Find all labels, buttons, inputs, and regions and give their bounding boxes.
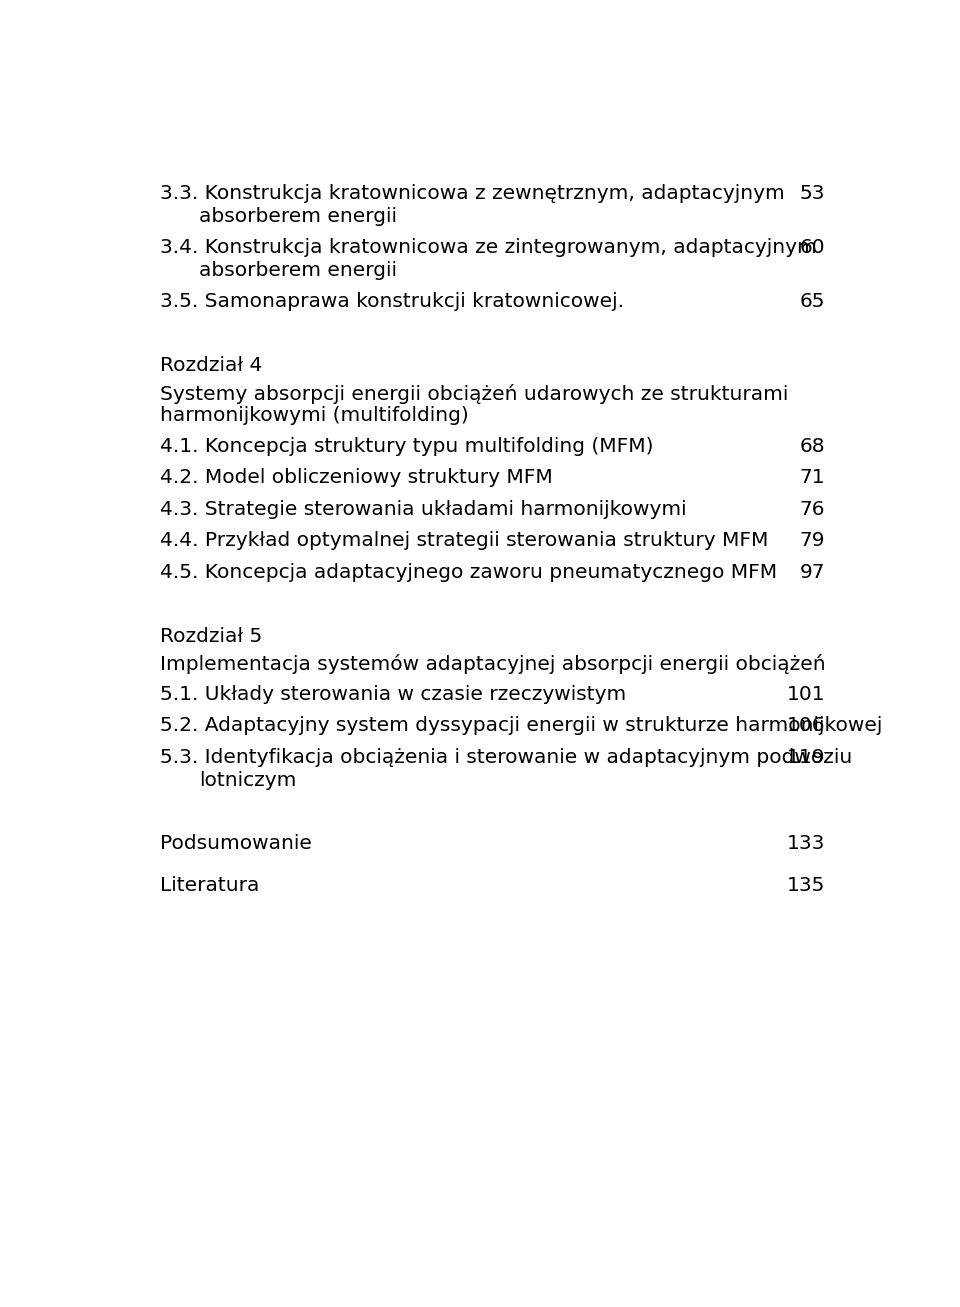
Text: 4.4. Przykład optymalnej strategii sterowania struktury MFM: 4.4. Przykład optymalnej strategii stero… (160, 532, 769, 550)
Text: Literatura: Literatura (160, 877, 259, 895)
Text: 4.1. Koncepcja struktury typu multifolding (MFM): 4.1. Koncepcja struktury typu multifoldi… (160, 437, 654, 456)
Text: 3.5. Samonaprawa konstrukcji kratownicowej.: 3.5. Samonaprawa konstrukcji kratownicow… (160, 293, 624, 311)
Text: lotniczym: lotniczym (199, 771, 297, 789)
Text: 68: 68 (800, 437, 826, 456)
Text: Podsumowanie: Podsumowanie (160, 834, 312, 853)
Text: 4.3. Strategie sterowania układami harmonijkowymi: 4.3. Strategie sterowania układami harmo… (160, 499, 687, 519)
Text: 5.2. Adaptacyjny system dyssypacji energii w strukturze harmonijkowej: 5.2. Adaptacyjny system dyssypacji energ… (160, 716, 882, 736)
Text: 4.2. Model obliczeniowy struktury MFM: 4.2. Model obliczeniowy struktury MFM (160, 468, 553, 488)
Text: 4.5. Koncepcja adaptacyjnego zaworu pneumatycznego MFM: 4.5. Koncepcja adaptacyjnego zaworu pneu… (160, 563, 778, 582)
Text: absorberem energii: absorberem energii (199, 261, 397, 280)
Text: absorberem energii: absorberem energii (199, 207, 397, 226)
Text: 79: 79 (800, 532, 826, 550)
Text: 5.1. Układy sterowania w czasie rzeczywistym: 5.1. Układy sterowania w czasie rzeczywi… (160, 685, 627, 703)
Text: 119: 119 (787, 748, 826, 767)
Text: 65: 65 (800, 293, 826, 311)
Text: 3.4. Konstrukcja kratownicowa ze zintegrowanym, adaptacyjnym: 3.4. Konstrukcja kratownicowa ze zintegr… (160, 238, 817, 257)
Text: Rozdział 5: Rozdział 5 (160, 627, 262, 646)
Text: 5.3. Identyfikacja obciążenia i sterowanie w adaptacyjnym podwoziu: 5.3. Identyfikacja obciążenia i sterowan… (160, 748, 852, 767)
Text: Implementacja systemów adaptacyjnej absorpcji energii obciążeń: Implementacja systemów adaptacyjnej abso… (160, 655, 826, 674)
Text: 53: 53 (800, 184, 826, 203)
Text: 106: 106 (787, 716, 826, 736)
Text: 71: 71 (800, 468, 826, 488)
Text: 60: 60 (800, 238, 826, 257)
Text: 3.3. Konstrukcja kratownicowa z zewnętrznym, adaptacyjnym: 3.3. Konstrukcja kratownicowa z zewnętrz… (160, 184, 785, 203)
Text: 97: 97 (800, 563, 826, 582)
Text: 133: 133 (787, 834, 826, 853)
Text: 101: 101 (786, 685, 826, 703)
Text: 76: 76 (800, 499, 826, 519)
Text: Systemy absorpcji energii obciążeń udarowych ze strukturami: Systemy absorpcji energii obciążeń udaro… (160, 384, 789, 404)
Text: Rozdział 4: Rozdział 4 (160, 357, 263, 375)
Text: 135: 135 (787, 877, 826, 895)
Text: harmonijkowymi (multifolding): harmonijkowymi (multifolding) (160, 406, 469, 425)
